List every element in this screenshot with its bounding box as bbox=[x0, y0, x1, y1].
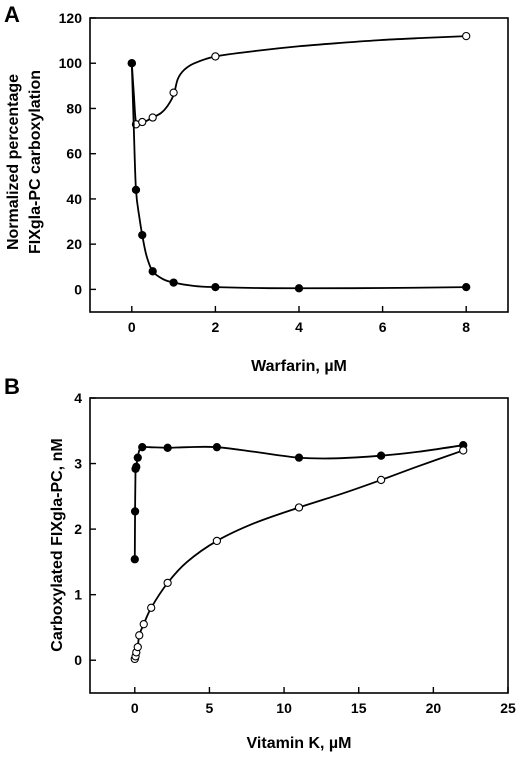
y-tick-label: 100 bbox=[59, 55, 83, 71]
y-tick-label: 40 bbox=[66, 191, 82, 207]
y-tick-label: 0 bbox=[74, 281, 82, 297]
x-tick-label: 5 bbox=[206, 700, 214, 716]
y-tick-label: 3 bbox=[74, 456, 82, 472]
open-data-point bbox=[138, 117, 147, 127]
open-series-line bbox=[133, 449, 464, 660]
y-axis-title: FIXgla-PC carboxylation bbox=[27, 70, 44, 254]
y-axis-title: Carboxylated FIXgla-PC, nM bbox=[49, 438, 66, 651]
open-data-point bbox=[139, 620, 148, 629]
open-data-point bbox=[133, 642, 142, 652]
filled-data-point bbox=[131, 185, 141, 195]
open-data-point bbox=[459, 446, 468, 455]
filled-data-point bbox=[211, 282, 220, 292]
open-data-point bbox=[376, 475, 386, 485]
filled-data-point bbox=[138, 443, 147, 452]
filled-data-point bbox=[294, 284, 304, 293]
y-tick-label: 120 bbox=[59, 10, 83, 26]
x-tick-label: 4 bbox=[295, 319, 303, 335]
x-tick-label: 20 bbox=[426, 700, 442, 716]
y-tick-label: 0 bbox=[74, 652, 82, 668]
filled-data-point bbox=[133, 453, 142, 462]
open-data-point bbox=[148, 113, 157, 122]
filled-data-point bbox=[148, 267, 157, 276]
filled-data-point bbox=[294, 453, 304, 462]
filled-data-point bbox=[130, 507, 140, 516]
x-tick-label: 6 bbox=[379, 319, 387, 335]
filled-data-point bbox=[169, 278, 178, 287]
open-data-point bbox=[462, 31, 471, 41]
open-data-point bbox=[147, 603, 156, 612]
x-axis-title: Warfarin, µM bbox=[251, 358, 347, 375]
open-series-line bbox=[130, 35, 467, 126]
y-tick-label: 1 bbox=[74, 587, 82, 603]
y-tick-label: 4 bbox=[74, 390, 82, 406]
x-tick-label: 0 bbox=[128, 319, 136, 335]
x-tick-label: 2 bbox=[212, 319, 220, 335]
y-tick-label: 80 bbox=[66, 100, 82, 116]
filled-data-point bbox=[462, 282, 471, 292]
chart-panel-b: 0 1 2 3 4 0 5 10 15 20 25 Vitamin K, µM Carboxylated… bbox=[49, 390, 516, 752]
filled-series-line bbox=[130, 63, 467, 290]
filled-data-point bbox=[127, 59, 136, 68]
plot-frame bbox=[89, 397, 509, 694]
y-tick-label: 60 bbox=[66, 146, 82, 162]
filled-data-point bbox=[212, 443, 222, 452]
open-data-point bbox=[212, 536, 222, 546]
open-data-point bbox=[135, 631, 144, 640]
filled-data-point bbox=[138, 230, 147, 240]
x-tick-label: 8 bbox=[462, 319, 470, 335]
filled-data-point bbox=[376, 451, 386, 460]
open-data-point bbox=[163, 578, 172, 588]
filled-data-point bbox=[132, 462, 141, 471]
x-tick-label: 0 bbox=[131, 700, 139, 716]
filled-data-point bbox=[130, 555, 139, 564]
open-data-point bbox=[211, 52, 220, 61]
open-data-point bbox=[294, 503, 304, 512]
x-tick-label: 10 bbox=[276, 700, 292, 716]
y-tick-label: 2 bbox=[74, 521, 82, 537]
x-tick-label: 15 bbox=[351, 700, 367, 716]
y-tick-label: 20 bbox=[66, 236, 82, 252]
filled-data-point bbox=[163, 443, 172, 452]
open-data-point bbox=[169, 88, 178, 97]
chart-panel-a: 0 20 40 60 80 100 120 0 2 4 6 8 Warfarin, µM Normaliz… bbox=[5, 10, 509, 375]
panel-letter-b: B bbox=[4, 374, 20, 399]
x-tick-label: 25 bbox=[500, 700, 516, 716]
filled-series-line bbox=[133, 444, 464, 560]
x-axis-title: Vitamin K, µM bbox=[247, 735, 352, 752]
y-axis-title: Normalized percentage bbox=[5, 74, 22, 250]
panel-letter-a: A bbox=[4, 2, 20, 27]
